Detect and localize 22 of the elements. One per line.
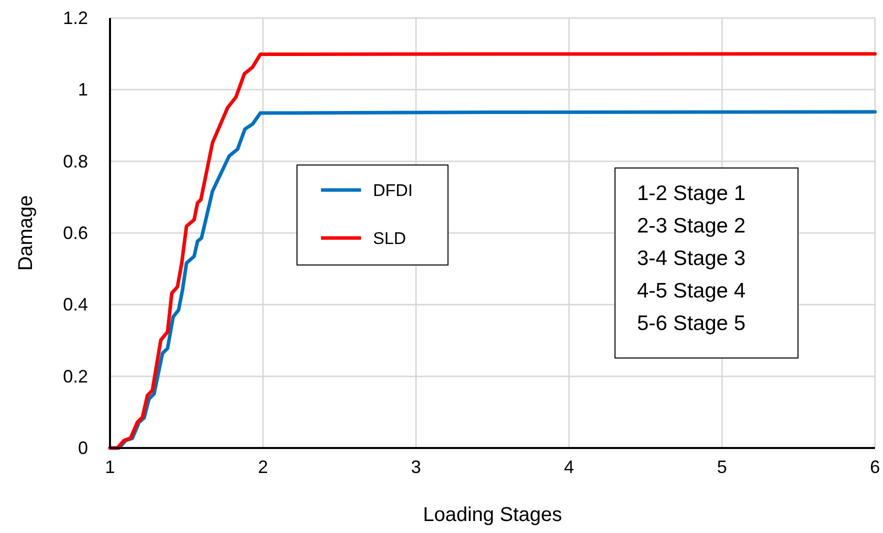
y-tick-label: 0.2 [62, 366, 88, 386]
legend-label: DFDI [373, 181, 413, 200]
y-tick-label: 0 [78, 438, 88, 458]
x-tick-label: 5 [716, 457, 728, 477]
y-tick-label: 1 [78, 80, 88, 100]
legend-label: SLD [373, 229, 406, 248]
annotation: 1-2 Stage 1 [637, 182, 746, 205]
annotation: 3-4 Stage 3 [637, 247, 746, 270]
y-tick-label: 0.6 [62, 223, 88, 243]
x-tick-label: 3 [410, 457, 422, 477]
y-tick-label: 0.4 [62, 294, 88, 315]
y-axis-title: Damage [15, 195, 37, 271]
x-tick-label: 4 [564, 457, 574, 477]
y-tick-label: 0.8 [62, 151, 88, 172]
x-axis-title: Loading Stages [422, 504, 562, 526]
annotation: 4-5 Stage 4 [637, 280, 746, 302]
annotation: 5-6 Stage 5 [637, 312, 746, 335]
x-tick-label: 1 [104, 457, 116, 477]
x-tick-label: 6 [870, 457, 880, 477]
y-tick-label: 1.2 [62, 8, 88, 28]
annotation: 2-3 Stage 2 [637, 214, 746, 238]
x-tick-label: 2 [258, 457, 268, 477]
